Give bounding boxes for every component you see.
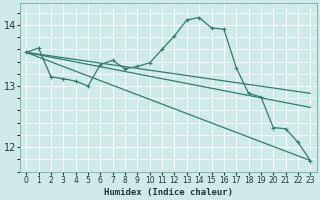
- X-axis label: Humidex (Indice chaleur): Humidex (Indice chaleur): [104, 188, 233, 197]
